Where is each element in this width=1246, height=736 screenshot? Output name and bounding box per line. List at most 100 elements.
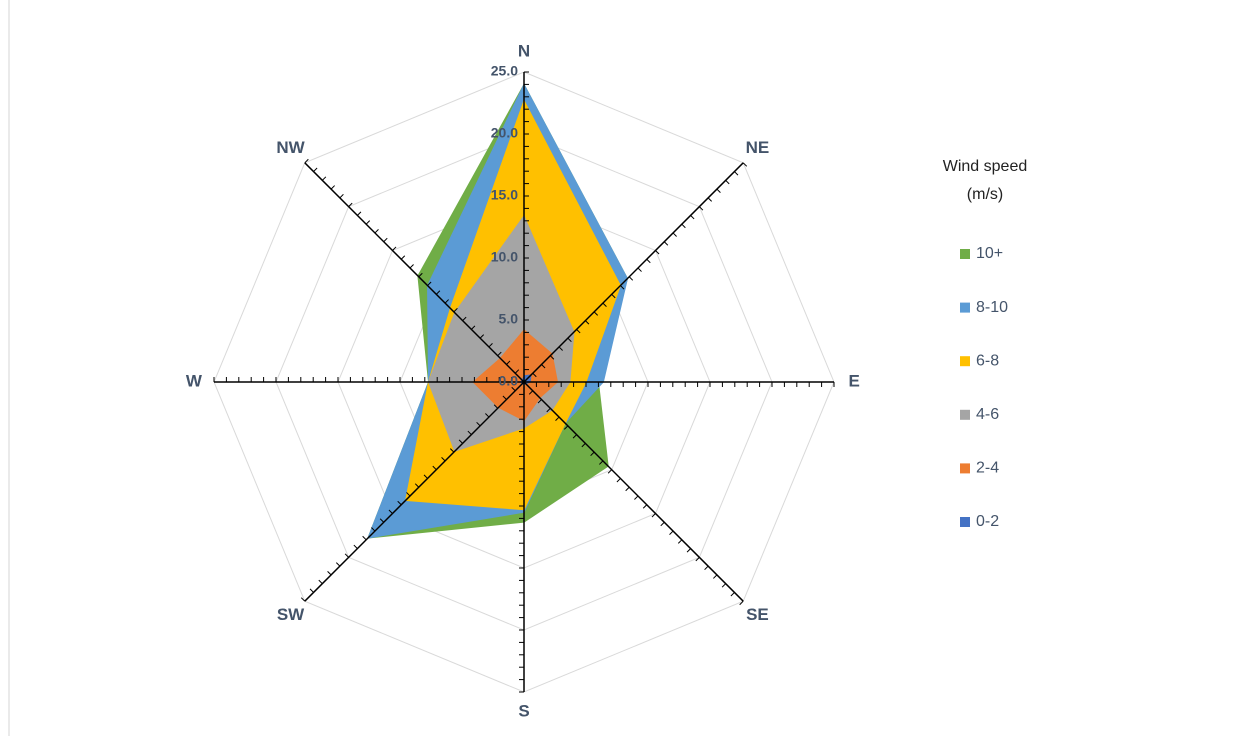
minor-tick	[611, 293, 616, 299]
minor-tick	[585, 320, 590, 325]
axis-spoke	[523, 162, 744, 383]
minor-tick	[642, 504, 648, 509]
minor-tick	[309, 588, 314, 593]
minor-tick	[353, 544, 358, 549]
legend-label: 4-6	[976, 406, 999, 423]
minor-tick	[371, 527, 376, 532]
minor-tick	[418, 272, 423, 278]
minor-tick	[555, 416, 560, 421]
axis-spoke	[523, 381, 744, 602]
minor-tick	[365, 220, 371, 225]
minor-tick	[616, 478, 621, 483]
category-label: NW	[276, 138, 305, 157]
minor-tick	[581, 443, 586, 448]
minor-tick	[427, 281, 432, 286]
y-tick-label: 5.0	[499, 311, 519, 327]
legend-label: 8-10	[976, 299, 1008, 316]
minor-tick	[660, 521, 665, 527]
minor-tick	[663, 241, 669, 246]
minor-tick	[672, 232, 677, 237]
minor-tick	[485, 413, 490, 418]
minor-tick	[686, 548, 691, 553]
minor-tick	[348, 202, 353, 207]
minor-tick	[435, 290, 441, 295]
minor-tick	[707, 197, 713, 202]
minor-tick	[383, 237, 388, 243]
minor-tick	[453, 307, 458, 313]
legend-label: 6-8	[976, 352, 999, 369]
minor-tick	[476, 421, 481, 427]
minor-tick	[374, 229, 379, 234]
category-label: E	[848, 371, 859, 390]
minor-tick	[677, 539, 683, 544]
minor-tick	[628, 276, 634, 281]
minor-tick	[506, 360, 511, 365]
minor-tick	[362, 535, 367, 541]
legend-swatch	[960, 409, 970, 420]
legend-swatch	[960, 249, 970, 259]
minor-tick	[330, 185, 335, 190]
minor-tick	[471, 325, 476, 330]
minor-tick	[397, 500, 402, 506]
minor-tick	[716, 188, 721, 193]
legend-swatch	[960, 356, 970, 367]
category-label: SW	[277, 605, 305, 624]
minor-tick	[532, 372, 537, 378]
minor-tick	[546, 407, 551, 413]
category-label: NE	[746, 138, 770, 157]
minor-tick	[479, 334, 485, 339]
minor-tick	[488, 343, 493, 348]
minor-tick	[388, 509, 393, 514]
minor-tick	[357, 211, 362, 216]
minor-tick	[400, 255, 406, 260]
legend-swatch	[960, 302, 970, 313]
minor-tick	[742, 162, 748, 167]
minor-tick	[651, 513, 656, 518]
minor-tick	[449, 448, 455, 453]
legend-swatch	[960, 463, 970, 474]
minor-tick	[514, 369, 520, 374]
minor-tick	[669, 530, 674, 535]
minor-tick	[313, 167, 318, 172]
minor-tick	[432, 465, 437, 471]
category-label: SE	[746, 605, 769, 624]
y-tick-label: 15.0	[491, 187, 518, 203]
minor-tick	[599, 460, 604, 465]
minor-tick	[572, 434, 577, 439]
minor-tick	[549, 355, 555, 360]
y-tick-label: 0.0	[499, 373, 519, 389]
minor-tick	[304, 158, 309, 164]
minor-tick	[590, 451, 595, 457]
minor-tick	[537, 399, 542, 404]
minor-tick	[620, 285, 625, 290]
y-tick-label: 25.0	[491, 63, 518, 79]
legend-label: 0-2	[976, 513, 999, 530]
minor-tick	[607, 469, 613, 474]
minor-tick	[646, 258, 651, 264]
minor-tick	[392, 246, 397, 251]
minor-tick	[699, 206, 704, 211]
minor-tick	[414, 483, 420, 488]
minor-tick	[690, 215, 695, 220]
minor-tick	[511, 386, 516, 392]
legend-label: 10+	[976, 245, 1003, 262]
legend-title: Wind speed	[943, 158, 1028, 175]
minor-tick	[467, 430, 472, 435]
y-tick-label: 20.0	[491, 125, 518, 141]
minor-tick	[593, 311, 599, 316]
minor-tick	[681, 223, 686, 229]
minor-tick	[344, 553, 349, 558]
minor-tick	[528, 390, 534, 395]
legend-swatch	[960, 517, 970, 527]
minor-tick	[625, 486, 630, 492]
axis-spoke	[304, 162, 525, 383]
minor-tick	[444, 299, 449, 304]
minor-tick	[739, 600, 744, 606]
minor-tick	[321, 176, 327, 181]
minor-tick	[655, 250, 660, 255]
minor-tick	[558, 346, 563, 351]
minor-tick	[576, 329, 581, 334]
minor-tick	[339, 193, 344, 199]
minor-tick	[493, 404, 499, 409]
minor-tick	[335, 562, 341, 567]
